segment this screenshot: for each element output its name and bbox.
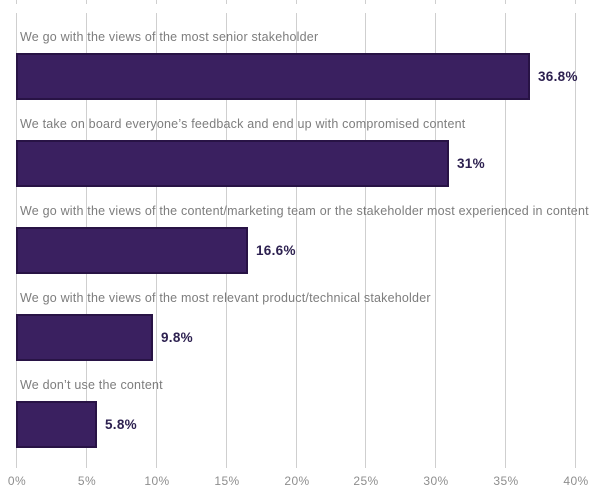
bar [16,140,449,187]
bar [16,53,530,100]
gridline [435,13,436,468]
x-axis-tick-label: 35% [493,474,519,488]
bar-value-label: 9.8% [161,330,193,345]
x-axis-tick-label: 25% [353,474,379,488]
bar-category-label: We take on board everyone’s feedback and… [20,117,466,131]
bar [16,227,248,274]
bar-value-label: 31% [457,156,485,171]
x-axis-tick-label: 40% [563,474,589,488]
gridline [365,13,366,468]
gridline-top-stub [435,0,436,4]
gridline-top-stub [226,0,227,4]
gridline [296,13,297,468]
x-axis-tick-label: 20% [284,474,310,488]
gridline [505,13,506,468]
x-axis-tick-label: 10% [144,474,170,488]
x-axis-tick-label: 5% [77,474,97,488]
bar-value-label: 36.8% [538,69,578,84]
gridline-top-stub [86,0,87,4]
bar-value-label: 16.6% [256,243,296,258]
bar-category-label: We go with the views of the most senior … [20,30,319,44]
gridline-top-stub [505,0,506,4]
gridline-top-stub [16,0,17,4]
gridline-top-stub [575,0,576,4]
bar-category-label: We don’t use the content [20,378,163,392]
x-axis-tick-label: 15% [214,474,240,488]
bar-category-label: We go with the views of the most relevan… [20,291,431,305]
gridline-top-stub [296,0,297,4]
bar [16,314,153,361]
x-axis-tick-label: 0% [7,474,27,488]
x-axis-tick-label: 30% [423,474,449,488]
gridline [575,13,576,468]
gridline-top-stub [365,0,366,4]
bar [16,401,97,448]
bar-value-label: 5.8% [105,417,137,432]
bar-category-label: We go with the views of the content/mark… [20,204,589,218]
gridline-top-stub [156,0,157,4]
